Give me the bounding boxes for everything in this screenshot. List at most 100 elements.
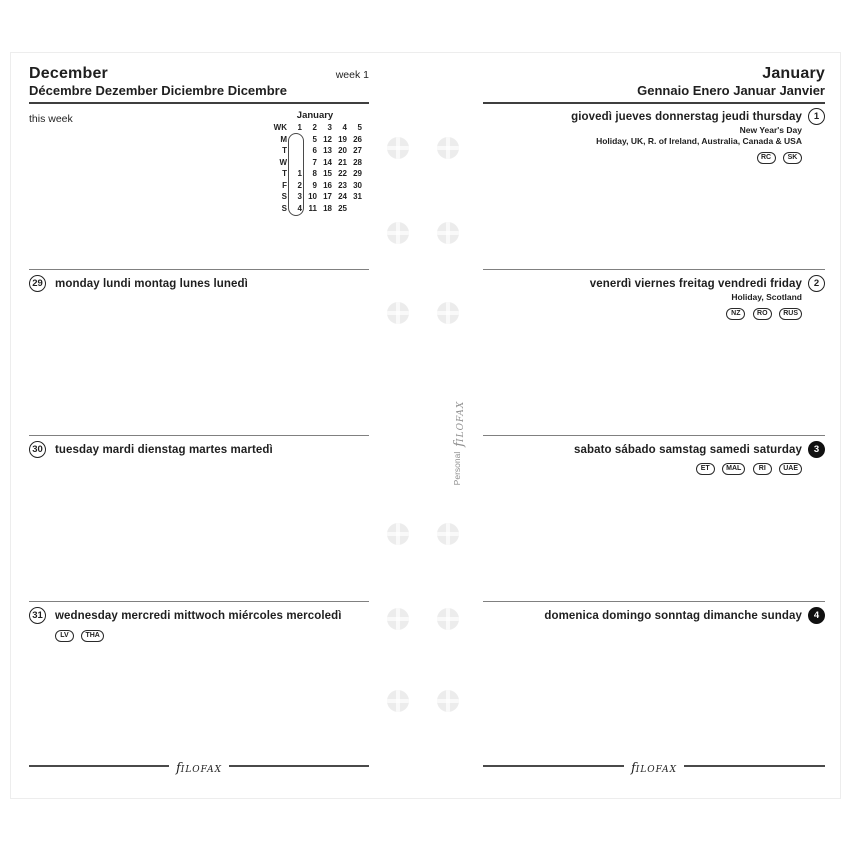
mini-cal-date: 31: [353, 192, 362, 201]
right-month-title: January: [762, 65, 825, 82]
mini-cal-date: 16: [323, 180, 332, 190]
mini-cal-day-label: S: [281, 203, 287, 213]
mini-cal-date: 14: [323, 157, 332, 167]
mini-cal-date: 10: [308, 192, 317, 201]
mini-cal-date: 6: [312, 146, 317, 155]
mini-cal-day-label: M: [280, 134, 287, 144]
mini-cal-header-cell: WK: [273, 123, 287, 132]
day-names: sabato sábado samstag samedi saturday: [573, 443, 802, 456]
divider-line: [29, 435, 369, 436]
mini-calendar-title: January: [296, 110, 334, 121]
mini-calendar-january: January WK 1 2 3 4 5 M 5 12 19 26 T 6 13…: [267, 109, 363, 214]
country-badge: NZ: [726, 307, 746, 320]
country-badge: THA: [81, 629, 104, 642]
filofax-logo: fILOFAX: [175, 760, 223, 776]
mini-cal-date: 27: [353, 146, 362, 155]
mini-cal-date: 29: [353, 169, 362, 178]
country-badge: RI: [752, 462, 772, 475]
mini-cal-date: 7: [312, 157, 317, 167]
mini-cal-date: 24: [338, 192, 347, 201]
country-badge: SK: [783, 151, 802, 164]
right-footer-rule: fILOFAX: [483, 758, 825, 776]
mini-cal-date: 3: [297, 192, 302, 201]
left-footer-rule: fILOFAX: [29, 758, 369, 776]
holiday-note: New Year's Day: [739, 125, 802, 135]
date-circle-filled: 4: [808, 607, 825, 624]
holiday-country-badges: RC SK: [483, 149, 825, 167]
date-circle: 1: [808, 108, 825, 125]
day-names: wednesday mercredi mittwoch miércoles me…: [55, 609, 342, 622]
divider-line: [483, 435, 825, 436]
day-row-saturday-3: sabato sábado samstag samedi saturday 3 …: [483, 441, 825, 478]
week-number-label: week 1: [335, 69, 369, 81]
day-names: tuesday mardi dienstag martes martedì: [55, 443, 273, 456]
day-row-friday-2: venerdì viernes freitag vendredi friday …: [483, 275, 825, 323]
mini-cal-header-cell: 3: [327, 123, 332, 132]
left-month-title: December: [29, 65, 108, 82]
holiday-country-badges: NZ RO RUS: [483, 305, 825, 323]
country-badge: LV: [55, 629, 74, 642]
day-row-tuesday-30: 30 tuesday mardi dienstag martes martedì: [29, 441, 369, 458]
punch-hole: [387, 608, 409, 630]
this-week-label: this week: [29, 113, 73, 125]
punch-hole: [437, 608, 459, 630]
country-badge: RC: [756, 151, 776, 164]
mini-cal-date: 30: [353, 180, 362, 190]
country-badge: MAL: [722, 462, 746, 475]
mini-cal-header-cell: 1: [297, 123, 302, 132]
current-week-highlight-oval: [287, 133, 304, 216]
country-badge: ET: [695, 462, 715, 475]
divider-line: [483, 269, 825, 270]
divider-line: [29, 601, 369, 602]
punch-hole: [437, 222, 459, 244]
day-names: domenica domingo sonntag dimanche sunday: [544, 609, 802, 622]
mini-cal-date: 2: [297, 180, 302, 190]
mini-cal-date: 15: [323, 169, 332, 178]
mini-cal-date: 21: [338, 157, 347, 167]
mini-cal-date: 22: [338, 169, 347, 178]
punch-hole: [437, 690, 459, 712]
mini-cal-date: 11: [308, 203, 317, 213]
mini-cal-header-cell: 4: [342, 123, 347, 132]
date-circle: 2: [808, 275, 825, 292]
country-badge: RO: [752, 307, 772, 320]
holiday-note: Holiday, UK, R. of Ireland, Australia, C…: [596, 136, 802, 146]
mini-cal-date: 26: [353, 134, 362, 144]
mini-cal-header-cell: 2: [312, 123, 317, 132]
filofax-logo-spine: fILOFAX: [451, 400, 467, 447]
date-circle-filled: 3: [808, 441, 825, 458]
divider-line: [483, 601, 825, 602]
country-badge: UAE: [779, 462, 802, 475]
punch-hole: [437, 137, 459, 159]
day-names: venerdì viernes freitag vendredi friday: [589, 277, 802, 290]
mini-cal-day-label: T: [282, 169, 287, 178]
day-row-monday-29: 29 monday lundi montag lunes lunedì: [29, 275, 369, 292]
mini-cal-date: 12: [323, 134, 332, 144]
mini-cal-date: 17: [323, 192, 332, 201]
punch-hole: [387, 690, 409, 712]
day-row-sunday-4: domenica domingo sonntag dimanche sunday…: [483, 607, 825, 624]
day-names: giovedì jueves donnerstag jeudi thursday: [571, 110, 802, 123]
mini-cal-date: 5: [312, 134, 317, 144]
mini-cal-date: 1: [297, 169, 302, 178]
mini-calendar-grid: WK 1 2 3 4 5 M 5 12 19 26 T 6 13 20 27 W…: [267, 122, 363, 214]
punch-hole: [387, 222, 409, 244]
mini-cal-date: 23: [338, 180, 347, 190]
mini-cal-date: 18: [323, 203, 332, 213]
left-page-header: December week 1 Décembre Dezember Diciem…: [29, 65, 369, 104]
divider-line: [29, 269, 369, 270]
date-circle: 31: [29, 607, 46, 624]
mini-cal-date: [347, 203, 362, 215]
filofax-logo: fILOFAX: [630, 760, 678, 776]
mini-cal-date: 19: [338, 134, 347, 144]
planner-page-spread: December week 1 Décembre Dezember Diciem…: [10, 52, 841, 799]
mini-cal-date: 25: [338, 203, 347, 213]
mini-cal-day-label: W: [279, 157, 287, 167]
day-names: monday lundi montag lunes lunedì: [55, 277, 248, 290]
mini-cal-day-label: T: [282, 146, 287, 155]
punch-hole: [437, 523, 459, 545]
spine-personal-label: Personal: [452, 451, 462, 486]
mini-cal-day-label: S: [281, 192, 287, 201]
punch-hole: [387, 137, 409, 159]
right-month-translations: Gennaio Enero Januar Janvier: [637, 83, 825, 98]
